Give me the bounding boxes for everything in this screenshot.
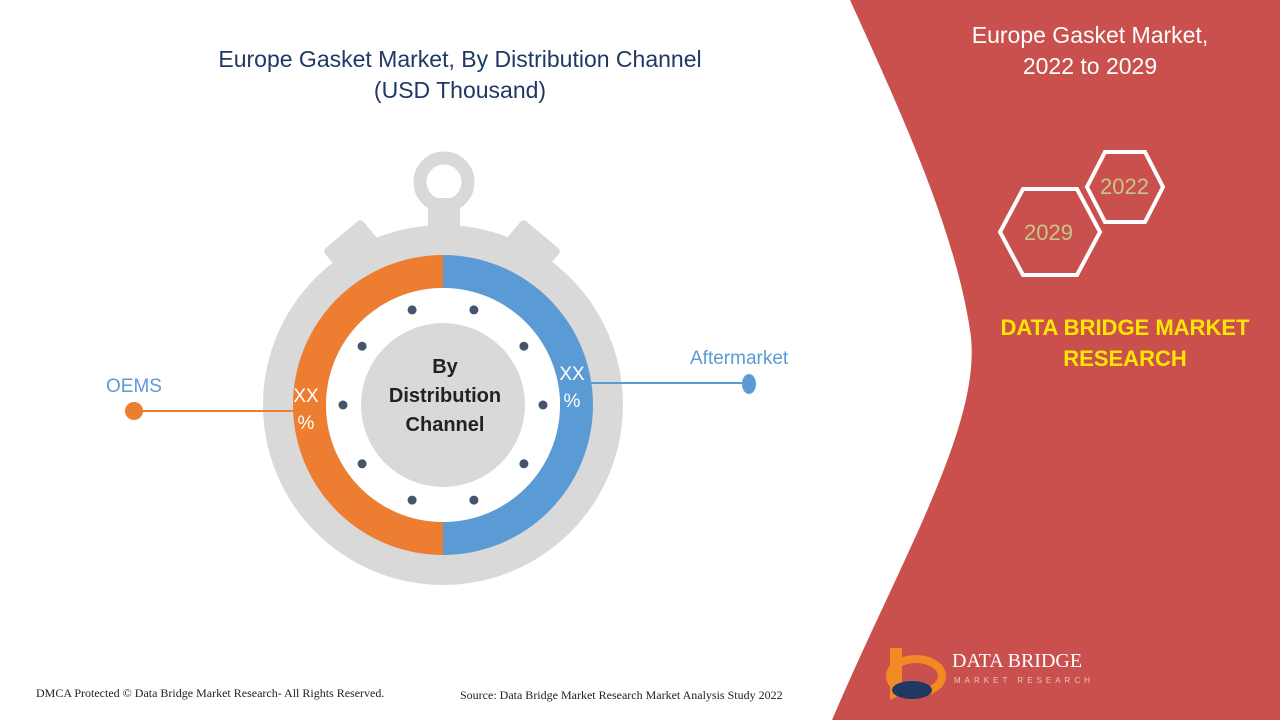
center-line1: By <box>432 356 458 378</box>
dial-dot <box>357 459 367 469</box>
legend-aftermarket: Aftermarket <box>690 348 789 369</box>
brand-line2: RESEARCH <box>1063 346 1187 371</box>
center-label: By Distribution Channel <box>370 353 520 440</box>
dial-dot <box>357 341 367 351</box>
source-note: Source: Data Bridge Market Research Mark… <box>460 688 783 702</box>
dial-dot <box>338 400 348 410</box>
side-title-line1: Europe Gasket Market, <box>971 22 1209 48</box>
center-hub <box>361 323 525 487</box>
donut-slice-oems <box>293 255 443 555</box>
copyright-notice: DMCA Protected © Data Bridge Market Rese… <box>36 686 385 700</box>
hexagon-2029 <box>997 187 1103 277</box>
data-label-aftermarket: XX % <box>559 364 585 412</box>
dial-dot <box>469 305 479 315</box>
donut-chart <box>293 255 593 555</box>
logo-subtext: MARKET RESEARCH <box>954 676 1094 685</box>
dial-dot <box>469 495 479 505</box>
center-line2: Distribution <box>388 385 502 407</box>
year-2022-label: 2022 <box>1100 174 1149 199</box>
dial-dot <box>407 495 417 505</box>
chart-title: Europe Gasket Market, By Distribution Ch… <box>160 44 760 106</box>
dial-dot <box>538 400 548 410</box>
oems-marker <box>125 402 143 420</box>
side-panel <box>832 0 1280 720</box>
data-label-oems: XX % <box>293 386 319 434</box>
legend-oems: OEMS <box>106 376 162 397</box>
dial-dot <box>519 459 529 469</box>
chart-title-line2: (USD Thousand) <box>373 77 547 103</box>
donut-slice-aftermarket <box>443 255 593 555</box>
dial-ticks <box>338 305 548 505</box>
aftermarket-marker <box>742 374 756 394</box>
side-title-line2: 2022 to 2029 <box>1022 53 1158 79</box>
chart-title-line1: Europe Gasket Market, By Distribution Ch… <box>218 46 702 72</box>
logo-text: DATA BRIDGE <box>952 650 1083 672</box>
logo-mark <box>886 648 946 700</box>
brand-name: DATA BRIDGE MARKET RESEARCH <box>960 312 1280 374</box>
dial-dot <box>407 305 417 315</box>
brand-line1: DATA BRIDGE MARKET <box>1000 315 1250 340</box>
dial-dot <box>519 341 529 351</box>
year-2029-label: 2029 <box>1024 220 1073 245</box>
side-title: Europe Gasket Market, 2022 to 2029 <box>900 20 1280 82</box>
hexagon-2022 <box>1084 150 1166 224</box>
center-line3: Channel <box>405 414 485 436</box>
